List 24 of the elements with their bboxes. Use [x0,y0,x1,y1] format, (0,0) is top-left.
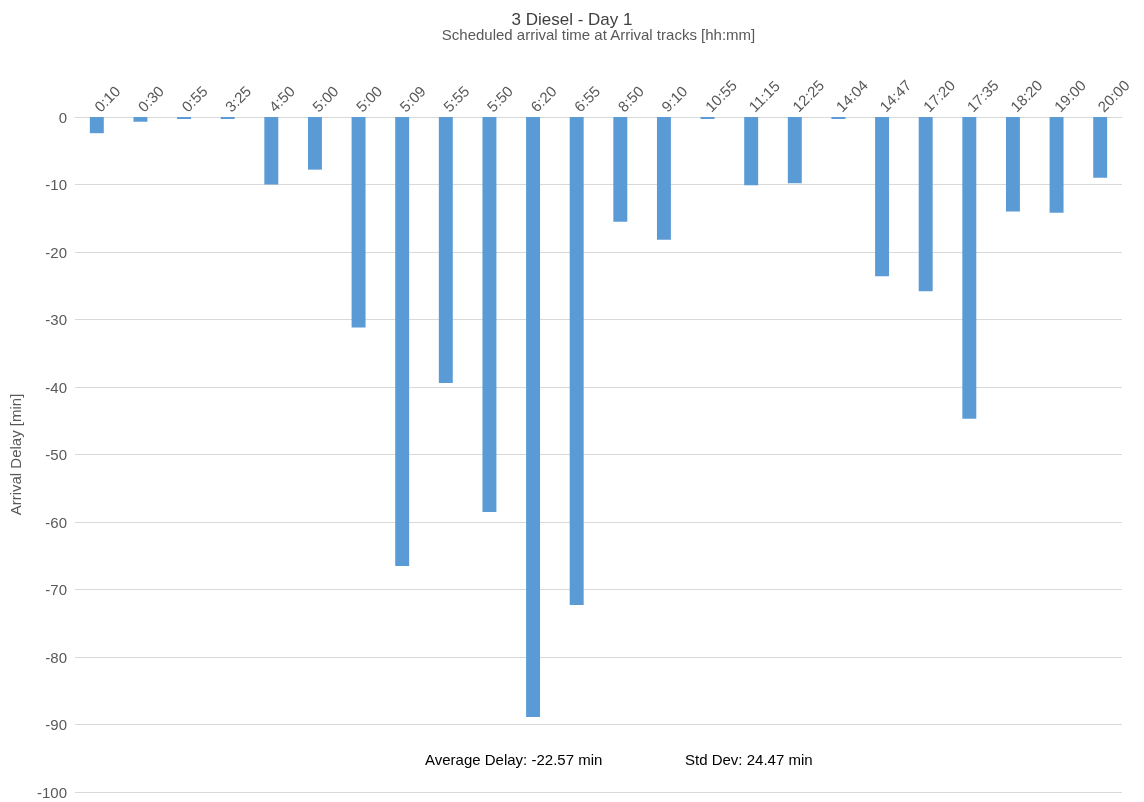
y-tick-label: -50 [45,446,67,463]
y-tick-label: 0 [58,108,67,126]
x-tick-label: 5:09 [396,82,429,116]
x-tick-label: 6:55 [570,82,604,116]
y-tick-label: -90 [45,716,67,733]
y-tick-label: -70 [45,581,67,598]
y-tick-label: -20 [45,243,67,261]
y-tick-label: -100 [36,783,67,801]
y-tick-label: -40 [45,378,67,396]
x-tick-label: 5:00 [352,82,386,116]
x-tick-label: 0:10 [90,82,124,116]
x-tick-label: 5:00 [308,82,342,116]
x-tick-label: 6:20 [527,82,560,116]
annotation: Std Dev: 24.47 min [685,751,813,768]
y-tick-label: -60 [45,513,67,531]
y-tick-label: -10 [45,176,67,193]
annotation: Average Delay: -22.57 min [425,751,603,768]
x-tick-label: 9:10 [657,82,691,116]
y-axis-title: Arrival Delay [min] [7,393,24,516]
x-tick-label: 0:55 [178,82,211,116]
y-tick-label: -30 [45,311,67,328]
y-tick-label: -80 [45,648,67,666]
chart-title: 3 Diesel - Day 1 [511,10,633,29]
x-tick-label: 4:50 [265,82,298,116]
